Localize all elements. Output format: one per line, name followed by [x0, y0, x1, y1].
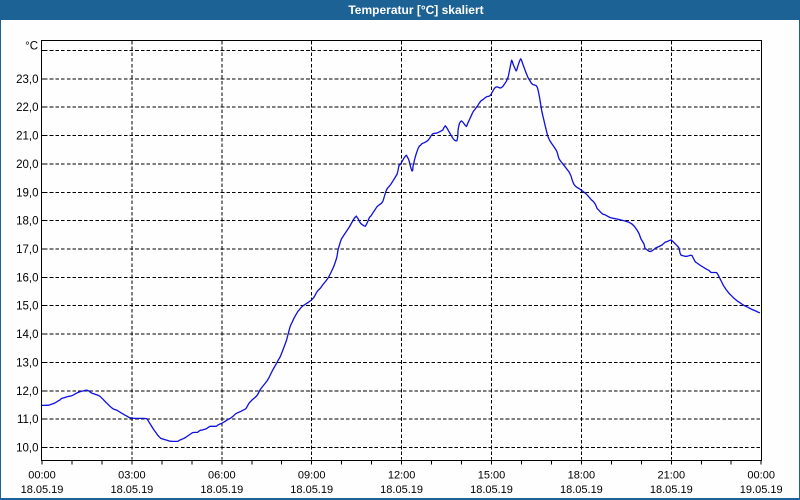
svg-text:19.05.19: 19.05.19 — [740, 484, 783, 496]
svg-text:18.05.19: 18.05.19 — [380, 484, 423, 496]
svg-text:15,0: 15,0 — [16, 301, 38, 313]
svg-text:13,0: 13,0 — [16, 357, 38, 369]
svg-text:11,0: 11,0 — [17, 414, 39, 426]
svg-text:17,0: 17,0 — [16, 244, 38, 256]
svg-text:18.05.19: 18.05.19 — [21, 484, 64, 496]
svg-text:18:00: 18:00 — [568, 469, 596, 481]
svg-text:18.05.19: 18.05.19 — [650, 484, 693, 496]
svg-text:18.05.19: 18.05.19 — [470, 484, 513, 496]
svg-text:18.05.19: 18.05.19 — [290, 484, 333, 496]
svg-text:12:00: 12:00 — [388, 469, 416, 481]
svg-text:00:00: 00:00 — [28, 469, 56, 481]
svg-text:22,0: 22,0 — [16, 102, 38, 114]
svg-text:20,0: 20,0 — [16, 159, 38, 171]
svg-text:09:00: 09:00 — [298, 469, 326, 481]
svg-text:18,0: 18,0 — [16, 216, 38, 228]
svg-text:03:00: 03:00 — [118, 469, 146, 481]
svg-text:18.05.19: 18.05.19 — [110, 484, 153, 496]
svg-text:23,0: 23,0 — [16, 74, 38, 86]
svg-text:18.05.19: 18.05.19 — [200, 484, 243, 496]
svg-text:16,0: 16,0 — [16, 272, 38, 284]
svg-text:18.05.19: 18.05.19 — [560, 484, 603, 496]
svg-text:°C: °C — [25, 41, 38, 53]
svg-text:21,0: 21,0 — [16, 131, 38, 143]
svg-text:00:00: 00:00 — [747, 469, 775, 481]
svg-text:21:00: 21:00 — [658, 469, 686, 481]
svg-text:06:00: 06:00 — [208, 469, 236, 481]
svg-text:10,0: 10,0 — [16, 443, 38, 455]
svg-text:15:00: 15:00 — [478, 469, 506, 481]
svg-text:19,0: 19,0 — [16, 187, 38, 199]
svg-text:14,0: 14,0 — [16, 329, 38, 341]
svg-text:12,0: 12,0 — [16, 386, 38, 398]
